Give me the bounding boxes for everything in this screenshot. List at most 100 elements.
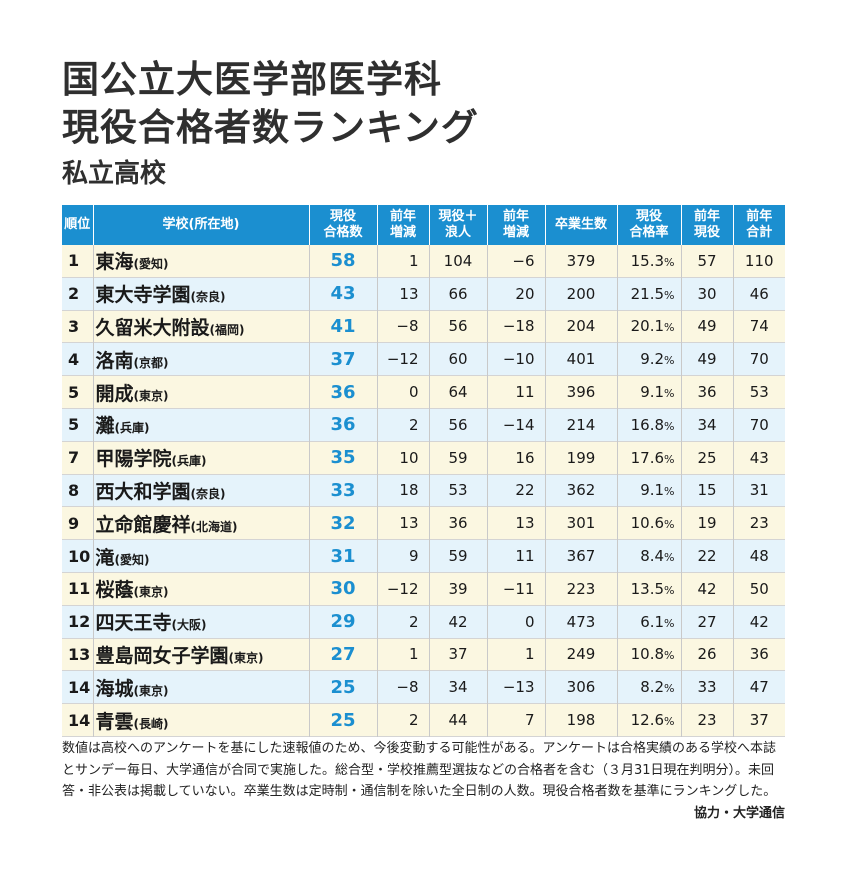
table-row: 4 洛南(京都) 37 −12 60 −10 401 9.2% 49 70 (62, 342, 785, 376)
column-header: 卒業生数 (544, 205, 617, 245)
column-header: 順位 (62, 205, 93, 245)
pass-rate-cell: 10.8% (616, 638, 681, 671)
prev-current-cell: 15 (680, 474, 733, 507)
graduates-cell: 473 (544, 605, 617, 639)
school-cell: 桜蔭(東京) (92, 572, 309, 606)
school-prefecture: (東京) (228, 650, 264, 665)
table-row: 1 東海(愛知) 58 1 104 −6 379 15.3% 57 110 (62, 245, 785, 278)
table-row: 12 四天王寺(大阪) 29 2 42 0 473 6.1% 27 42 (62, 605, 785, 639)
total-passes-cell: 66 (428, 277, 487, 311)
pass-rate-value: 15.3 (630, 251, 665, 270)
yoy-change-cell: 0 (376, 375, 429, 409)
school-prefecture: (東京) (133, 683, 169, 698)
graduates-cell: 401 (544, 342, 617, 376)
pass-rate-value: 17.6 (630, 448, 665, 467)
total-change-cell: 13 (486, 506, 545, 540)
pass-rate-value: 21.5 (630, 284, 665, 303)
current-passes-cell: 25 (308, 703, 377, 737)
yoy-change-cell: −12 (376, 342, 429, 376)
school-name: 久留米大附設 (95, 316, 210, 339)
school-prefecture: (奈良) (190, 486, 226, 501)
prev-current-cell: 36 (680, 375, 733, 409)
rank-cell: 13 (62, 638, 93, 671)
school-cell: 甲陽学院(兵庫) (92, 441, 309, 475)
column-header: 現役 合格数 (308, 205, 377, 245)
yoy-change-cell: 10 (376, 441, 429, 475)
main-title-line1: 国公立大医学部医学科 (62, 58, 442, 101)
school-prefecture: (大阪) (171, 618, 207, 633)
table-header-row: 順位 学校(所在地) 現役 合格数 前年 増減 現役＋ 浪人 前年 増減 卒業生数 現役 合格率 前年 現役… (62, 205, 785, 245)
percent-sign: % (664, 583, 675, 597)
prev-total-cell: 74 (732, 310, 785, 343)
school-cell: 東大寺学園(奈良) (92, 277, 309, 311)
column-header-label: 合計 (746, 225, 773, 240)
total-change-cell: −6 (486, 245, 545, 278)
section-title: 私立高校 (62, 159, 167, 189)
prev-current-cell: 42 (680, 572, 733, 606)
school-cell: 久留米大附設(福岡) (92, 310, 309, 343)
current-passes-cell: 36 (308, 375, 377, 409)
prev-total-cell: 47 (732, 670, 785, 704)
column-header: 前年 増減 (486, 205, 545, 245)
school-name: 西大和学園 (95, 480, 191, 503)
pass-rate-cell: 21.5% (616, 277, 681, 311)
yoy-change-cell: 2 (376, 703, 429, 737)
pass-rate-value: 20.1 (630, 317, 665, 336)
table-row: 14 海城(東京) 25 −8 34 −13 306 8.2% 33 47 (62, 670, 785, 704)
school-prefecture: (愛知) (114, 552, 150, 567)
yoy-change-cell: 13 (376, 506, 429, 540)
yoy-change-cell: 1 (376, 245, 429, 278)
percent-sign: % (664, 682, 675, 696)
current-passes-cell: 25 (308, 670, 377, 704)
pass-rate-cell: 13.5% (616, 572, 681, 606)
column-header-label: 増減 (389, 225, 416, 240)
current-passes-cell: 37 (308, 342, 377, 376)
percent-sign: % (664, 551, 675, 565)
school-cell: 西大和学園(奈良) (92, 474, 309, 507)
pass-rate-cell: 9.1% (616, 474, 681, 507)
title-block: 国公立大医学部医学科 現役合格者数ランキング 私立高校 (62, 56, 479, 192)
total-passes-cell: 42 (428, 605, 487, 639)
total-change-cell: −14 (486, 408, 545, 442)
current-passes-cell: 41 (308, 310, 377, 343)
rank-cell: 4 (62, 342, 93, 376)
prev-current-cell: 19 (680, 506, 733, 540)
pass-rate-value: 9.1 (640, 481, 665, 500)
pass-rate-value: 8.2 (640, 678, 665, 697)
column-header-label: 前年 (693, 209, 720, 224)
yoy-change-cell: 2 (376, 408, 429, 442)
total-passes-cell: 44 (428, 703, 487, 737)
pass-rate-value: 12.6 (630, 711, 665, 730)
prev-total-cell: 70 (732, 408, 785, 442)
column-header-label: 増減 (502, 225, 529, 240)
percent-sign: % (664, 649, 675, 663)
prev-current-cell: 49 (680, 342, 733, 376)
pass-rate-value: 9.2 (640, 350, 665, 369)
school-cell: 灘(兵庫) (92, 408, 309, 442)
percent-sign: % (664, 616, 675, 630)
pass-rate-value: 10.6 (630, 514, 665, 533)
pass-rate-value: 10.8 (630, 645, 665, 664)
column-header: 現役＋ 浪人 (428, 205, 487, 245)
percent-sign: % (664, 387, 675, 401)
school-name: 開成 (95, 382, 134, 405)
pass-rate-cell: 17.6% (616, 441, 681, 475)
current-passes-cell: 32 (308, 506, 377, 540)
prev-current-cell: 49 (680, 310, 733, 343)
total-change-cell: −13 (486, 670, 545, 704)
graduates-cell: 199 (544, 441, 617, 475)
current-passes-cell: 58 (308, 245, 377, 278)
total-passes-cell: 60 (428, 342, 487, 376)
yoy-change-cell: −8 (376, 310, 429, 343)
total-change-cell: −11 (486, 572, 545, 606)
prev-total-cell: 23 (732, 506, 785, 540)
school-prefecture: (東京) (133, 585, 169, 600)
percent-sign: % (664, 255, 675, 269)
total-passes-cell: 104 (428, 245, 487, 278)
main-title-line2: 現役合格者数ランキング (62, 106, 479, 149)
column-header: 前年 合計 (732, 205, 785, 245)
rank-cell: 12 (62, 605, 93, 639)
column-header-label: 現役 (329, 209, 356, 224)
total-change-cell: −10 (486, 342, 545, 376)
total-passes-cell: 37 (428, 638, 487, 671)
